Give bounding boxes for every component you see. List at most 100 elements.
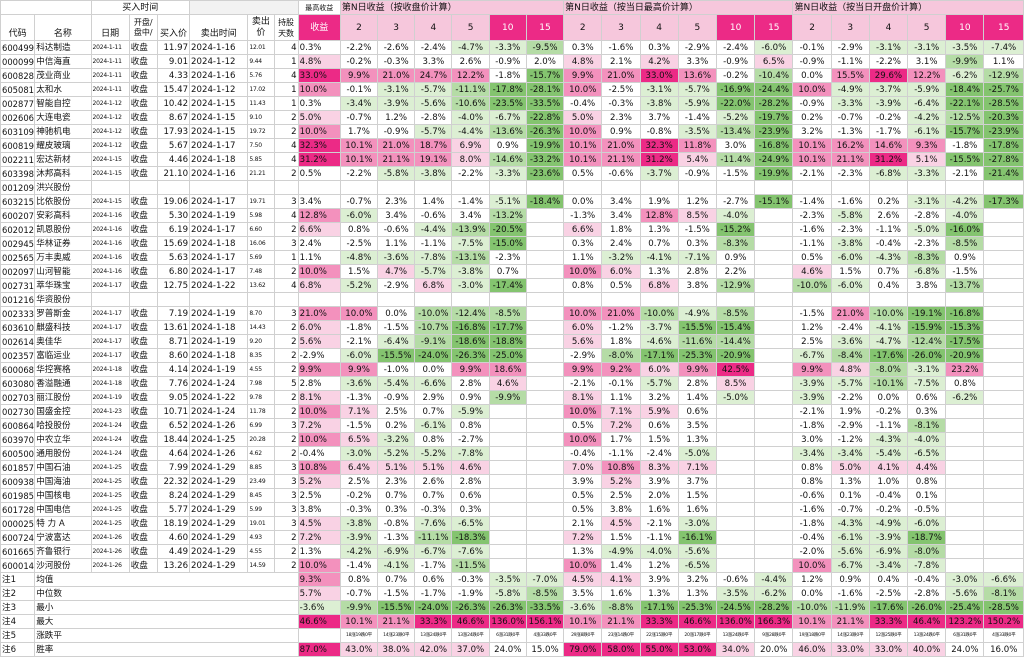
- n-day-return-cell: -2.1%: [339, 334, 379, 349]
- n-day-return-cell: -23.9%: [983, 124, 1024, 139]
- n-day-return-cell: -1.5%: [339, 418, 379, 433]
- hold-days-cell: 4: [273, 40, 299, 55]
- n-day-return-cell: 31.2%: [868, 152, 909, 167]
- n-day-return-cell: -9.9%: [945, 54, 985, 69]
- n-day-return-cell: 0.8%: [414, 432, 453, 447]
- stock-code-cell: 002945: [0, 236, 36, 251]
- n-day-return-cell: 1.8%: [601, 334, 641, 349]
- n-day-return-cell: 7.1%: [339, 404, 379, 419]
- n-day-return-cell: -1.6%: [792, 222, 832, 237]
- sell-time-cell: [189, 292, 249, 307]
- stock-name-cell: 洪兴股份: [34, 180, 92, 195]
- summary-value-cell: 136.0%: [715, 614, 756, 629]
- n-day-return-cell: 21.0%: [830, 306, 870, 321]
- n-day-return-cell: 1.3%: [639, 222, 679, 237]
- n-day-return-cell: -6.2%: [945, 390, 985, 405]
- n-day-return-cell: [983, 236, 1024, 251]
- note-label-cell: 注2: [0, 586, 36, 601]
- n-day-return-cell: 0.5%: [563, 166, 603, 181]
- group-close-header: 第N日收益（按收盘价计算）: [339, 0, 565, 15]
- n-day-return-cell: [525, 222, 565, 237]
- sell-price-cell: 20.28: [247, 432, 275, 447]
- stock-name-cell: 中农立华: [34, 432, 92, 447]
- n-day-return-cell: -17.6%: [868, 348, 909, 363]
- summary-value-cell: 34.0%: [715, 642, 756, 657]
- mode-cell: 收盘: [128, 236, 158, 251]
- n-day-return-cell: [715, 488, 756, 503]
- n-day-return-cell: -6.4%: [907, 96, 947, 111]
- n-day-return-cell: -26.3%: [451, 348, 490, 363]
- n-day-return-cell: -4.7%: [868, 334, 909, 349]
- n-day-return-cell: [754, 418, 794, 433]
- n-day-return-cell: 0.5%: [601, 278, 641, 293]
- table-row: 002606 大连电瓷 2024-1-12 收盘 8.67 2024-1-15 9.10 2 5…: [0, 110, 1024, 125]
- n-day-return-cell: -5.9%: [907, 82, 947, 97]
- mode-cell: 收盘: [128, 530, 158, 545]
- return-cell: 0.3%: [297, 40, 341, 55]
- return-cell: 6.6%: [297, 222, 341, 237]
- n-day-return-cell: [754, 278, 794, 293]
- n-day-return-cell: 0.0%: [792, 68, 832, 83]
- sell-price-cell: [247, 292, 275, 307]
- n-day-return-cell: [563, 180, 603, 195]
- summary-value-cell: -15.5%: [377, 600, 416, 615]
- n-day-return-cell: -11.4%: [715, 152, 756, 167]
- table-row: 600864 哈投股份 2024-1-24 收盘 6.52 2024-1-26 6.99 3 7…: [0, 418, 1024, 433]
- note-label-cell: 注1: [0, 572, 36, 587]
- n-day-return-cell: -1.7%: [414, 558, 453, 573]
- n-day-return-cell: -3.4%: [792, 446, 832, 461]
- n-header-high-2: 2: [563, 14, 603, 41]
- n-day-return-cell: 0.1%: [907, 488, 947, 503]
- n-day-return-cell: 2.1%: [563, 516, 603, 531]
- return-cell: 9.9%: [297, 362, 341, 377]
- stock-code-cell: 601857: [0, 460, 36, 475]
- n-day-return-cell: -3.8%: [830, 236, 870, 251]
- summary-value-cell: 40.0%: [907, 642, 947, 657]
- buy-price-cell: 5.63: [156, 250, 191, 265]
- n-day-return-cell: 5.1%: [414, 460, 453, 475]
- stock-name-cell: 中信海直: [34, 54, 92, 69]
- n-day-return-cell: -1.8%: [792, 418, 832, 433]
- n-day-return-cell: -1.1%: [792, 236, 832, 251]
- buy-price-cell: 15.69: [156, 236, 191, 251]
- stock-name-cell: 华控赛格: [34, 362, 92, 377]
- hold-days-cell: 5: [273, 376, 299, 391]
- n-day-return-cell: [601, 292, 641, 307]
- n-day-return-cell: -13.7%: [945, 278, 985, 293]
- stock-code-cell: 002606: [0, 110, 36, 125]
- buy-date-cell: 2024-1-25: [90, 502, 130, 517]
- n-day-return-cell: 0.3%: [677, 236, 717, 251]
- sell-price-cell: 19.71: [247, 194, 275, 209]
- mode-cell: [128, 180, 158, 195]
- return-cell: 33.0%: [297, 68, 341, 83]
- n-day-return-cell: -3.3%: [907, 166, 947, 181]
- n-day-return-cell: [525, 488, 565, 503]
- summary-value-cell: 33.3%: [414, 614, 453, 629]
- n-day-return-cell: -1.8%: [339, 320, 379, 335]
- n-day-return-cell: -1.8%: [792, 516, 832, 531]
- n-day-return-cell: 10.0%: [563, 432, 603, 447]
- n-day-return-cell: 8.5%: [715, 376, 756, 391]
- n-day-return-cell: [677, 180, 717, 195]
- summary-value-cell: -9.9%: [339, 600, 379, 615]
- mode-cell: 收盘: [128, 376, 158, 391]
- sell-price-cell: 7.98: [247, 376, 275, 391]
- stock-code-cell: 000025: [0, 516, 36, 531]
- n-day-return-cell: -16.8%: [945, 306, 985, 321]
- n-day-return-cell: [945, 404, 985, 419]
- buy-date-cell: 2024-1-16: [90, 250, 130, 265]
- n-day-return-cell: -1.7%: [868, 124, 909, 139]
- n-day-return-cell: 2.3%: [377, 474, 416, 489]
- n-day-return-cell: [945, 292, 985, 307]
- n-day-return-cell: [488, 292, 527, 307]
- n-day-return-cell: -3.1%: [639, 82, 679, 97]
- hold-days-cell: 3: [273, 488, 299, 503]
- n-day-return-cell: 4.1%: [868, 460, 909, 475]
- sell-price-cell: 13.62: [247, 278, 275, 293]
- n-day-return-cell: -3.5%: [945, 40, 985, 55]
- n-day-return-cell: -9.1%: [414, 334, 453, 349]
- n-day-return-cell: 18.7%: [414, 138, 453, 153]
- n-day-return-cell: 1.4%: [677, 390, 717, 405]
- buy-price-cell: 8.67: [156, 110, 191, 125]
